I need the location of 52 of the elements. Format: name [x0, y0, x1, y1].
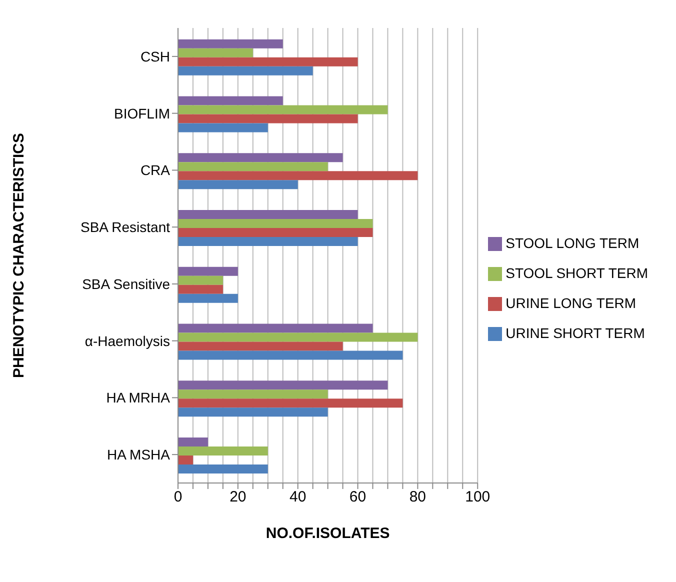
bar — [178, 123, 268, 132]
y-tick-label: SBA Resistant — [80, 219, 170, 236]
bar — [178, 350, 403, 360]
bar — [178, 456, 193, 464]
x-tick-label: 40 — [290, 488, 306, 506]
bar — [178, 105, 388, 114]
bar — [178, 57, 358, 66]
legend-label: STOOL SHORT TERM — [506, 265, 648, 281]
bar — [178, 342, 343, 351]
bar — [178, 237, 358, 246]
bar — [178, 276, 223, 285]
y-tick-label: CSH — [140, 48, 170, 64]
bar — [178, 446, 268, 456]
legend-label: URINE LONG TERM — [506, 295, 636, 311]
x-tick-label: 80 — [409, 488, 426, 506]
bar — [178, 96, 283, 106]
y-axis-title: PHENOTYPIC CHARACTERISTICS — [10, 132, 28, 378]
x-tick-label: 100 — [465, 488, 490, 506]
x-tick-label: 20 — [230, 488, 246, 506]
y-tick-label: SBA Sensitive — [82, 276, 170, 292]
bar — [178, 464, 268, 474]
x-tick-label: 0 — [174, 488, 182, 506]
bar — [178, 66, 313, 76]
bar — [178, 324, 373, 333]
bar — [178, 114, 358, 124]
y-tick-label: HA MSHA — [106, 446, 171, 463]
legend-label: STOOL LONG TERM — [506, 235, 640, 251]
bar — [178, 39, 283, 48]
bar — [178, 171, 418, 180]
bar — [178, 380, 388, 390]
y-tick-label: α-Haemolysis — [84, 332, 170, 349]
bar — [178, 228, 373, 237]
y-tick-label: CRA — [140, 162, 171, 178]
legend-label: URINE SHORT TERM — [506, 325, 645, 341]
x-tick-label: 60 — [349, 488, 366, 506]
bar — [178, 390, 328, 399]
x-axis-title: NO.OF.ISOLATES — [266, 525, 390, 542]
bar — [178, 153, 343, 162]
bar — [178, 284, 223, 294]
bar — [178, 438, 208, 446]
bar — [178, 210, 358, 219]
bar — [178, 48, 253, 58]
bar — [178, 398, 403, 408]
bar — [178, 332, 418, 342]
y-tick-label: HA MRHA — [106, 390, 171, 406]
bar — [178, 408, 328, 417]
bar — [178, 219, 373, 228]
y-tick-label: BIOFLIM — [114, 105, 170, 122]
bar — [178, 162, 328, 172]
bar — [178, 180, 298, 190]
bar — [178, 266, 238, 276]
bar — [178, 294, 238, 303]
